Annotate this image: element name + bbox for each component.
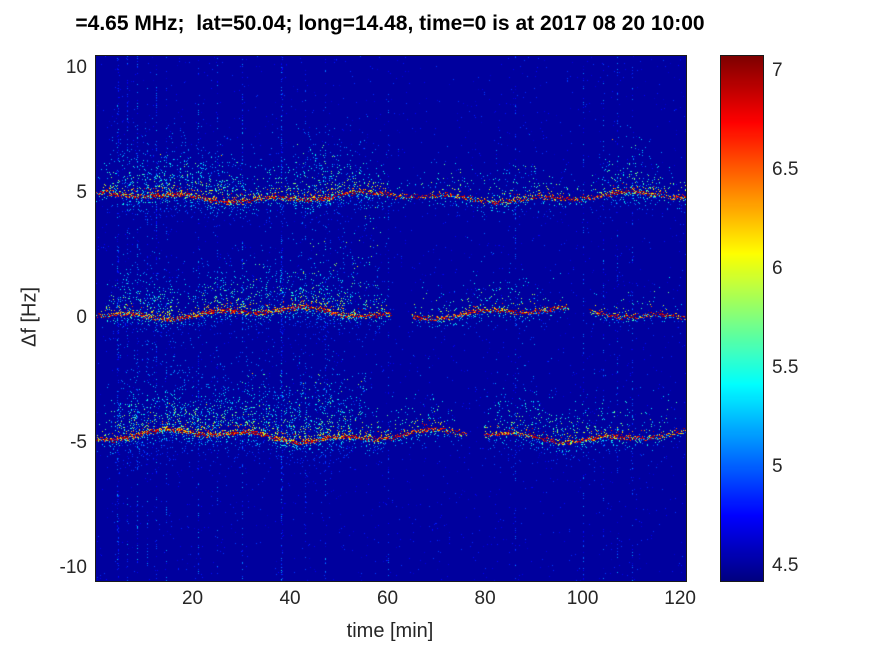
colorbar-canvas: [721, 56, 763, 581]
plot-area: [95, 55, 687, 582]
colorbar-tick-label: 6: [772, 257, 783, 279]
x-tick-label: 80: [474, 588, 496, 609]
x-axis-label: time [min]: [346, 620, 434, 642]
y-tick-label: -10: [59, 556, 87, 578]
x-tick-label: 20: [181, 588, 204, 609]
colorbar: [720, 55, 764, 582]
chart-title: =4.65 MHz; lat=50.04; long=14.48, time=0…: [75, 12, 705, 35]
y-tick-label: 0: [76, 306, 87, 328]
colorbar-tick-label: 5: [772, 456, 783, 478]
spectrogram-canvas: [96, 56, 686, 581]
x-tick-label: 60: [376, 588, 399, 609]
colorbar-tick-label: 4.5: [772, 555, 799, 577]
y-tick-label: 5: [76, 181, 87, 203]
colorbar-tick-label: 7: [772, 59, 783, 81]
x-tick-label: 40: [279, 588, 301, 609]
y-tick-label: 10: [65, 56, 87, 78]
x-tick-label: 120: [664, 588, 696, 609]
y-axis-label: Δf [Hz]: [18, 286, 41, 348]
colorbar-tick-label: 6.5: [772, 158, 799, 180]
colorbar-tick-label: 5.5: [772, 357, 799, 379]
y-tick-label: -5: [70, 431, 87, 453]
x-tick-label: 100: [566, 588, 599, 609]
